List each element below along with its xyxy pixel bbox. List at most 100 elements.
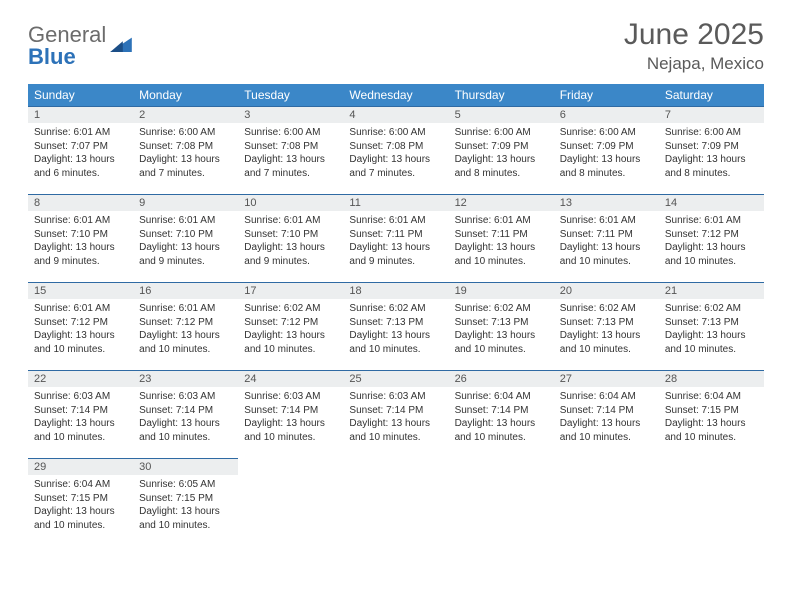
calendar-day-cell: . <box>343 458 448 546</box>
day-body: Sunrise: 6:04 AMSunset: 7:14 PMDaylight:… <box>554 387 659 450</box>
brand-part2: Blue <box>28 44 76 69</box>
day-body: Sunrise: 6:02 AMSunset: 7:13 PMDaylight:… <box>554 299 659 362</box>
day-number: 14 <box>659 194 764 211</box>
calendar-day-cell: 17Sunrise: 6:02 AMSunset: 7:12 PMDayligh… <box>238 282 343 370</box>
calendar-table: SundayMondayTuesdayWednesdayThursdayFrid… <box>28 84 764 546</box>
weekday-header: Friday <box>554 84 659 106</box>
calendar-day-cell: 22Sunrise: 6:03 AMSunset: 7:14 PMDayligh… <box>28 370 133 458</box>
header: General Blue June 2025 Nejapa, Mexico <box>28 18 764 74</box>
day-body: Sunrise: 6:01 AMSunset: 7:11 PMDaylight:… <box>343 211 448 274</box>
calendar-day-cell: 30Sunrise: 6:05 AMSunset: 7:15 PMDayligh… <box>133 458 238 546</box>
day-body: Sunrise: 6:01 AMSunset: 7:10 PMDaylight:… <box>133 211 238 274</box>
weekday-header: Saturday <box>659 84 764 106</box>
calendar-day-cell: 18Sunrise: 6:02 AMSunset: 7:13 PMDayligh… <box>343 282 448 370</box>
day-number: 22 <box>28 370 133 387</box>
weekday-header: Tuesday <box>238 84 343 106</box>
day-number: 1 <box>28 106 133 123</box>
calendar-day-cell: 6Sunrise: 6:00 AMSunset: 7:09 PMDaylight… <box>554 106 659 194</box>
day-number: 6 <box>554 106 659 123</box>
day-body: Sunrise: 6:01 AMSunset: 7:12 PMDaylight:… <box>28 299 133 362</box>
calendar-day-cell: 12Sunrise: 6:01 AMSunset: 7:11 PMDayligh… <box>449 194 554 282</box>
calendar-day-cell: 15Sunrise: 6:01 AMSunset: 7:12 PMDayligh… <box>28 282 133 370</box>
day-number: 3 <box>238 106 343 123</box>
calendar-week-row: 29Sunrise: 6:04 AMSunset: 7:15 PMDayligh… <box>28 458 764 546</box>
day-body: Sunrise: 6:02 AMSunset: 7:13 PMDaylight:… <box>343 299 448 362</box>
day-body: Sunrise: 6:02 AMSunset: 7:13 PMDaylight:… <box>449 299 554 362</box>
day-body: Sunrise: 6:00 AMSunset: 7:09 PMDaylight:… <box>554 123 659 186</box>
day-body: Sunrise: 6:00 AMSunset: 7:08 PMDaylight:… <box>343 123 448 186</box>
calendar-day-cell: 21Sunrise: 6:02 AMSunset: 7:13 PMDayligh… <box>659 282 764 370</box>
calendar-day-cell: 1Sunrise: 6:01 AMSunset: 7:07 PMDaylight… <box>28 106 133 194</box>
day-number: 9 <box>133 194 238 211</box>
day-number: 16 <box>133 282 238 299</box>
calendar-day-cell: 14Sunrise: 6:01 AMSunset: 7:12 PMDayligh… <box>659 194 764 282</box>
day-body: Sunrise: 6:02 AMSunset: 7:12 PMDaylight:… <box>238 299 343 362</box>
day-number: 8 <box>28 194 133 211</box>
calendar-day-cell: 9Sunrise: 6:01 AMSunset: 7:10 PMDaylight… <box>133 194 238 282</box>
day-body: Sunrise: 6:02 AMSunset: 7:13 PMDaylight:… <box>659 299 764 362</box>
day-number: 15 <box>28 282 133 299</box>
day-body: Sunrise: 6:01 AMSunset: 7:10 PMDaylight:… <box>28 211 133 274</box>
calendar-day-cell: 16Sunrise: 6:01 AMSunset: 7:12 PMDayligh… <box>133 282 238 370</box>
calendar-day-cell: 27Sunrise: 6:04 AMSunset: 7:14 PMDayligh… <box>554 370 659 458</box>
day-body: Sunrise: 6:04 AMSunset: 7:14 PMDaylight:… <box>449 387 554 450</box>
day-number: 11 <box>343 194 448 211</box>
calendar-day-cell: . <box>449 458 554 546</box>
calendar-day-cell: 28Sunrise: 6:04 AMSunset: 7:15 PMDayligh… <box>659 370 764 458</box>
day-number: 24 <box>238 370 343 387</box>
day-number: 10 <box>238 194 343 211</box>
weekday-header: Wednesday <box>343 84 448 106</box>
calendar-day-cell: . <box>554 458 659 546</box>
day-number: 28 <box>659 370 764 387</box>
calendar-day-cell: . <box>659 458 764 546</box>
day-number: 19 <box>449 282 554 299</box>
calendar-day-cell: 4Sunrise: 6:00 AMSunset: 7:08 PMDaylight… <box>343 106 448 194</box>
calendar-day-cell: 10Sunrise: 6:01 AMSunset: 7:10 PMDayligh… <box>238 194 343 282</box>
day-body: Sunrise: 6:03 AMSunset: 7:14 PMDaylight:… <box>133 387 238 450</box>
calendar-day-cell: 29Sunrise: 6:04 AMSunset: 7:15 PMDayligh… <box>28 458 133 546</box>
day-number: 23 <box>133 370 238 387</box>
calendar-day-cell: 26Sunrise: 6:04 AMSunset: 7:14 PMDayligh… <box>449 370 554 458</box>
day-body: Sunrise: 6:03 AMSunset: 7:14 PMDaylight:… <box>28 387 133 450</box>
day-number: 5 <box>449 106 554 123</box>
calendar-day-cell: 3Sunrise: 6:00 AMSunset: 7:08 PMDaylight… <box>238 106 343 194</box>
day-number: 30 <box>133 458 238 475</box>
day-body: Sunrise: 6:00 AMSunset: 7:09 PMDaylight:… <box>659 123 764 186</box>
day-number: 26 <box>449 370 554 387</box>
day-number: 13 <box>554 194 659 211</box>
day-number: 21 <box>659 282 764 299</box>
brand-text: General Blue <box>28 24 106 68</box>
day-body: Sunrise: 6:03 AMSunset: 7:14 PMDaylight:… <box>238 387 343 450</box>
weekday-header: Sunday <box>28 84 133 106</box>
calendar-body: 1Sunrise: 6:01 AMSunset: 7:07 PMDaylight… <box>28 106 764 546</box>
weekday-header: Monday <box>133 84 238 106</box>
day-body: Sunrise: 6:03 AMSunset: 7:14 PMDaylight:… <box>343 387 448 450</box>
calendar-week-row: 8Sunrise: 6:01 AMSunset: 7:10 PMDaylight… <box>28 194 764 282</box>
day-body: Sunrise: 6:00 AMSunset: 7:09 PMDaylight:… <box>449 123 554 186</box>
day-number: 29 <box>28 458 133 475</box>
calendar-day-cell: 25Sunrise: 6:03 AMSunset: 7:14 PMDayligh… <box>343 370 448 458</box>
day-number: 20 <box>554 282 659 299</box>
day-number: 4 <box>343 106 448 123</box>
calendar-day-cell: 19Sunrise: 6:02 AMSunset: 7:13 PMDayligh… <box>449 282 554 370</box>
day-body: Sunrise: 6:01 AMSunset: 7:11 PMDaylight:… <box>449 211 554 274</box>
day-number: 2 <box>133 106 238 123</box>
day-body: Sunrise: 6:01 AMSunset: 7:11 PMDaylight:… <box>554 211 659 274</box>
calendar-day-cell: 2Sunrise: 6:00 AMSunset: 7:08 PMDaylight… <box>133 106 238 194</box>
weekday-header: Thursday <box>449 84 554 106</box>
day-body: Sunrise: 6:01 AMSunset: 7:07 PMDaylight:… <box>28 123 133 186</box>
calendar-day-cell: 20Sunrise: 6:02 AMSunset: 7:13 PMDayligh… <box>554 282 659 370</box>
day-body: Sunrise: 6:00 AMSunset: 7:08 PMDaylight:… <box>133 123 238 186</box>
calendar-week-row: 1Sunrise: 6:01 AMSunset: 7:07 PMDaylight… <box>28 106 764 194</box>
day-body: Sunrise: 6:04 AMSunset: 7:15 PMDaylight:… <box>28 475 133 538</box>
day-body: Sunrise: 6:00 AMSunset: 7:08 PMDaylight:… <box>238 123 343 186</box>
calendar-day-cell: 5Sunrise: 6:00 AMSunset: 7:09 PMDaylight… <box>449 106 554 194</box>
day-body: Sunrise: 6:05 AMSunset: 7:15 PMDaylight:… <box>133 475 238 538</box>
month-title: June 2025 <box>624 18 764 52</box>
calendar-day-cell: 8Sunrise: 6:01 AMSunset: 7:10 PMDaylight… <box>28 194 133 282</box>
brand-triangle-icon <box>110 34 132 52</box>
brand-logo: General Blue <box>28 18 132 68</box>
calendar-day-cell: 11Sunrise: 6:01 AMSunset: 7:11 PMDayligh… <box>343 194 448 282</box>
calendar-day-cell: 24Sunrise: 6:03 AMSunset: 7:14 PMDayligh… <box>238 370 343 458</box>
day-number: 12 <box>449 194 554 211</box>
